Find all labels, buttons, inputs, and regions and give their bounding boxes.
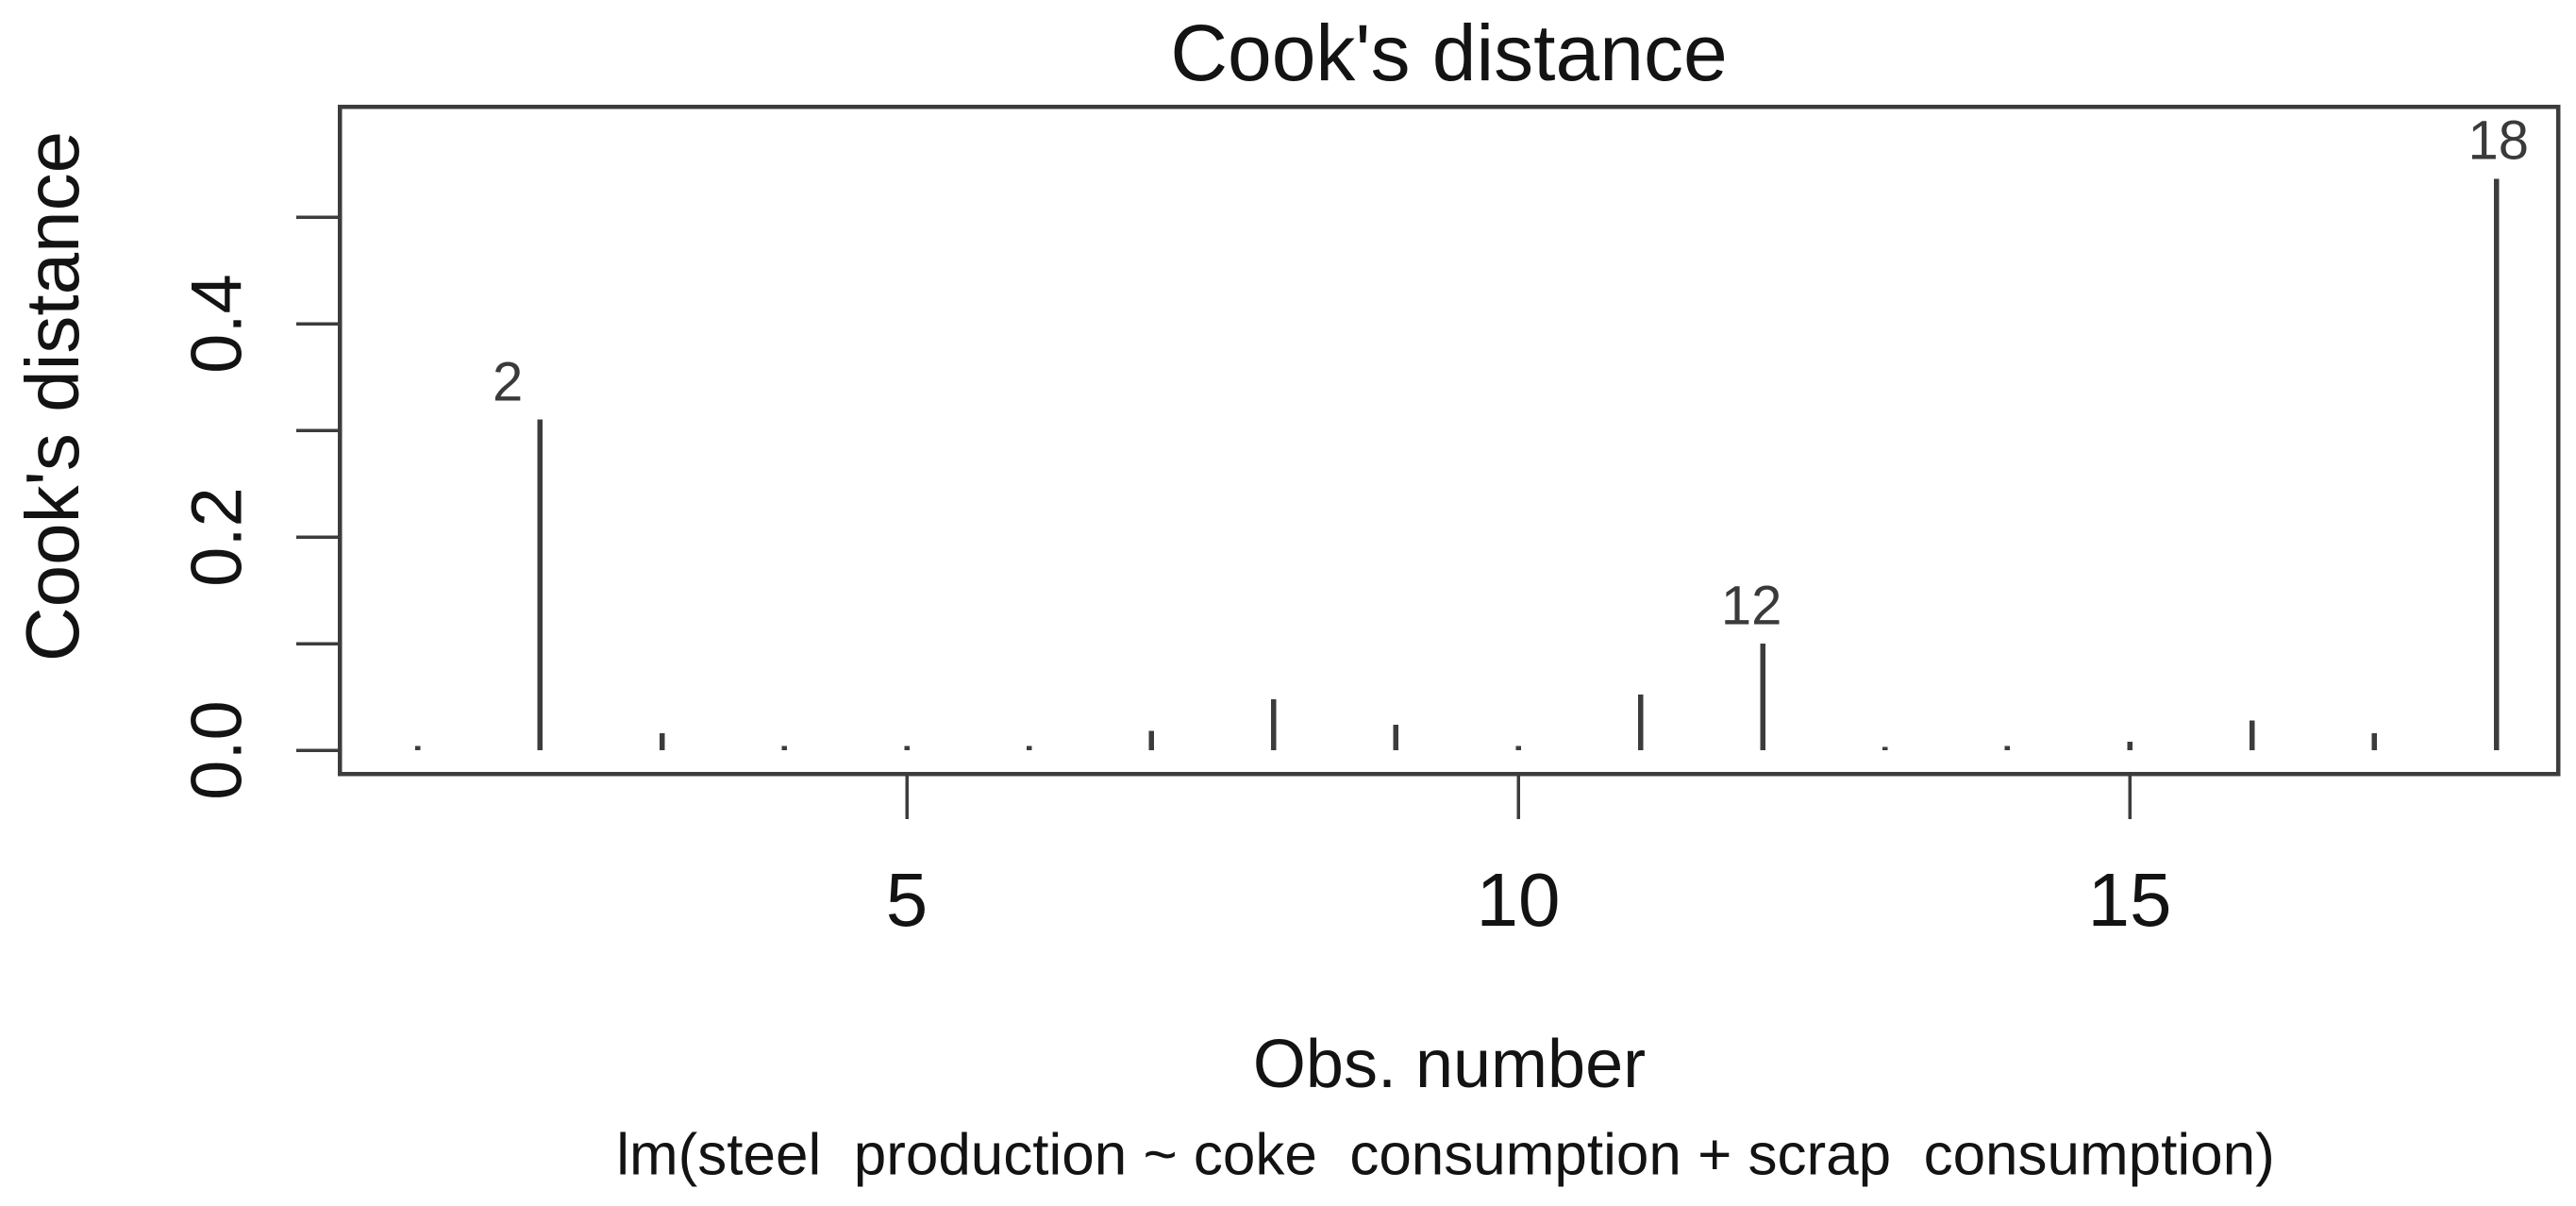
point-label-obs-18: 18: [2467, 109, 2530, 172]
y-axis-title: Cook's distance: [10, 130, 94, 662]
point-label-obs-2: 2: [493, 351, 524, 413]
x-axis-title: Obs. number: [1252, 1027, 1647, 1102]
plot-box: [337, 104, 2561, 777]
x-axis-subtitle: lm(steel production ~ coke consumption +…: [616, 1122, 2275, 1188]
plot-title: Cook's distance: [1170, 8, 1728, 97]
y-tick-label-0.2: 0.2: [176, 487, 258, 587]
x-tick-label-15: 15: [2087, 858, 2172, 942]
x-tick-label-5: 5: [885, 858, 928, 942]
y-tick-label-0.0: 0.0: [176, 700, 258, 800]
x-tick-label-10: 10: [1476, 858, 1561, 942]
y-tick-label-0.4: 0.4: [176, 274, 258, 374]
point-label-obs-12: 12: [1720, 575, 1782, 637]
